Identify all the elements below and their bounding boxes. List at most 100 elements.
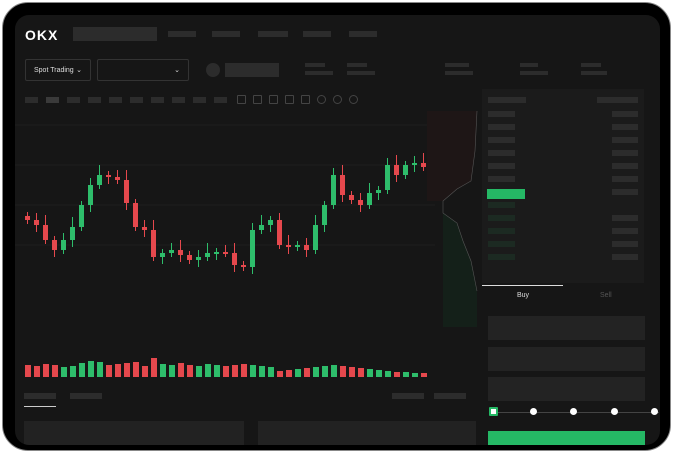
volume-bar bbox=[142, 366, 148, 377]
pair-dropdown[interactable]: ⌄ bbox=[97, 59, 189, 81]
orderbook-amount bbox=[612, 189, 638, 195]
leverage-step[interactable] bbox=[651, 408, 658, 415]
chart-tool-icon[interactable] bbox=[253, 95, 262, 104]
tab-open-orders[interactable] bbox=[24, 393, 56, 399]
volume-bar bbox=[61, 367, 67, 377]
timeframe-button bbox=[109, 97, 122, 103]
filter-button[interactable] bbox=[392, 393, 424, 399]
pair-name bbox=[225, 63, 279, 77]
spot-trading-dropdown[interactable]: Spot Trading ⌄ bbox=[25, 59, 91, 81]
market-stat bbox=[520, 63, 538, 67]
nav-item[interactable] bbox=[212, 31, 240, 37]
volume-bar bbox=[313, 367, 319, 377]
candle bbox=[70, 227, 75, 240]
coin-icon bbox=[206, 63, 220, 77]
volume-bar bbox=[232, 365, 238, 377]
candle bbox=[331, 175, 336, 205]
volume-bar bbox=[403, 372, 409, 377]
candle bbox=[88, 185, 93, 205]
nav-item[interactable] bbox=[303, 31, 331, 37]
orderbook-amount bbox=[612, 137, 638, 143]
orderbook-price bbox=[488, 202, 515, 208]
amount-input[interactable] bbox=[488, 347, 645, 371]
timeframe-button bbox=[46, 97, 59, 103]
chart-tool-icon[interactable] bbox=[285, 95, 294, 104]
search-bar[interactable] bbox=[73, 27, 157, 41]
timeframe-button bbox=[67, 97, 80, 103]
candlestick-chart[interactable] bbox=[15, 105, 435, 405]
price-input[interactable] bbox=[488, 316, 645, 340]
candle bbox=[376, 190, 381, 193]
chart-tool-icon[interactable] bbox=[333, 95, 342, 104]
timeframe-button bbox=[25, 97, 38, 103]
orders-panel bbox=[258, 421, 476, 445]
candle bbox=[169, 250, 174, 253]
candle bbox=[115, 177, 120, 180]
tab-underline bbox=[24, 406, 56, 407]
volume-bar bbox=[205, 364, 211, 377]
candle bbox=[412, 163, 417, 165]
nav-item[interactable] bbox=[168, 31, 196, 37]
candle bbox=[367, 193, 372, 205]
okx-logo: OKX bbox=[25, 27, 59, 43]
volume-bar bbox=[304, 368, 310, 377]
filter-button[interactable] bbox=[434, 393, 466, 399]
tab-history[interactable] bbox=[70, 393, 102, 399]
leverage-step[interactable] bbox=[570, 408, 577, 415]
buy-button[interactable] bbox=[488, 431, 645, 445]
volume-bar bbox=[277, 371, 283, 377]
orderbook-price bbox=[488, 241, 515, 247]
candle bbox=[124, 180, 129, 203]
timeframe-button bbox=[172, 97, 185, 103]
leverage-step[interactable] bbox=[489, 407, 498, 416]
volume-bar bbox=[331, 365, 337, 377]
candle bbox=[151, 230, 156, 257]
chart-tool-icon[interactable] bbox=[237, 95, 246, 104]
orderbook-header bbox=[597, 97, 638, 103]
volume-bar bbox=[295, 369, 301, 377]
volume-bar bbox=[97, 362, 103, 377]
chart-tool-icon[interactable] bbox=[269, 95, 278, 104]
leverage-step[interactable] bbox=[529, 408, 537, 415]
orderbook-amount bbox=[612, 163, 638, 169]
chevron-down-icon: ⌄ bbox=[174, 67, 180, 74]
total-input[interactable] bbox=[488, 377, 645, 401]
orderbook-price bbox=[488, 163, 515, 169]
volume-bar bbox=[169, 365, 175, 377]
volume-bar bbox=[268, 367, 274, 377]
market-stat bbox=[581, 71, 607, 75]
orderbook-price bbox=[488, 228, 515, 234]
sell-tab[interactable]: Sell bbox=[600, 292, 612, 299]
timeframe-button bbox=[214, 97, 227, 103]
trading-screen: OKX Spot Trading ⌄ ⌄ Buy Sell bbox=[15, 15, 660, 445]
orderbook-price bbox=[488, 215, 515, 221]
chart-tool-icon[interactable] bbox=[301, 95, 310, 104]
candle bbox=[295, 245, 300, 247]
market-stat bbox=[445, 63, 469, 67]
volume-bar bbox=[223, 366, 229, 377]
candle bbox=[25, 216, 30, 220]
market-stat bbox=[347, 71, 375, 75]
candle bbox=[304, 245, 309, 250]
orderbook-price bbox=[488, 150, 515, 156]
nav-item[interactable] bbox=[258, 31, 288, 37]
volume-bar bbox=[70, 366, 76, 377]
buy-tab-underline bbox=[482, 285, 563, 286]
market-stat bbox=[347, 63, 367, 67]
leverage-step[interactable] bbox=[610, 408, 618, 415]
chart-tool-icon[interactable] bbox=[317, 95, 326, 104]
orderbook-amount bbox=[612, 215, 638, 221]
candle bbox=[268, 220, 273, 225]
market-stat bbox=[445, 71, 473, 75]
orderbook-price bbox=[488, 254, 515, 260]
orderbook-price bbox=[488, 124, 515, 130]
nav-item[interactable] bbox=[349, 31, 377, 37]
buy-tab[interactable]: Buy bbox=[517, 292, 530, 299]
candle bbox=[187, 255, 192, 260]
volume-bar bbox=[412, 373, 418, 377]
market-stat bbox=[305, 71, 333, 75]
volume-bar bbox=[214, 365, 220, 377]
candle bbox=[232, 253, 237, 265]
chart-tool-icon[interactable] bbox=[349, 95, 358, 104]
candle bbox=[133, 203, 138, 227]
